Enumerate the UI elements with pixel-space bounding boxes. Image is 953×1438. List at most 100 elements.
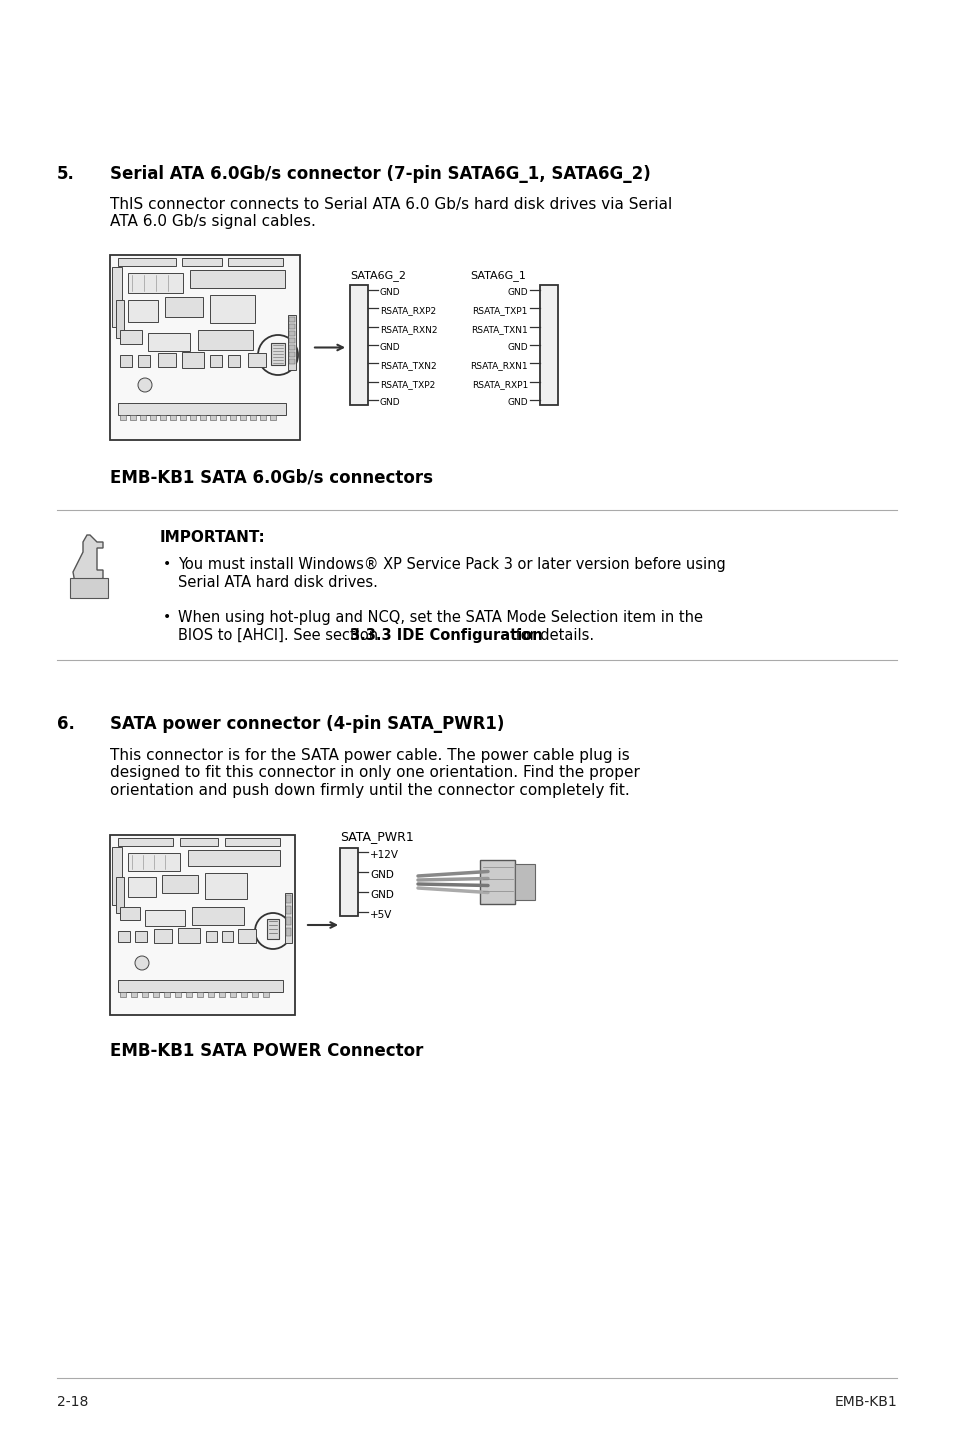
Text: When using hot-plug and NCQ, set the SATA Mode Selection item in the: When using hot-plug and NCQ, set the SAT… [178, 610, 702, 626]
Bar [479, 860, 515, 905]
Bar [288, 315, 295, 370]
Text: 5.: 5. [57, 165, 74, 183]
Bar [150, 416, 156, 420]
Bar [152, 992, 159, 997]
Text: SATA power connector (4-pin SATA_PWR1): SATA power connector (4-pin SATA_PWR1) [110, 715, 504, 733]
Bar [339, 848, 357, 916]
Text: GND: GND [370, 890, 394, 900]
Bar [206, 930, 216, 942]
Circle shape [138, 378, 152, 393]
Bar [228, 257, 283, 266]
Bar [241, 992, 247, 997]
Bar [198, 329, 253, 349]
Text: +12V: +12V [370, 850, 398, 860]
Bar [289, 331, 294, 336]
Bar [118, 838, 172, 846]
Text: for details.: for details. [511, 628, 594, 643]
Bar [116, 877, 124, 913]
Bar [180, 416, 186, 420]
Bar [118, 403, 286, 416]
Bar [145, 910, 185, 926]
Bar [190, 270, 285, 288]
Text: You must install Windows® XP Service Pack 3 or later version before using: You must install Windows® XP Service Pac… [178, 557, 725, 572]
Polygon shape [73, 535, 103, 590]
Bar [188, 850, 280, 866]
Text: SATA6G_2: SATA6G_2 [350, 270, 406, 280]
Bar [116, 301, 124, 338]
Bar [110, 255, 299, 440]
Text: 3.3.3 IDE Configuration: 3.3.3 IDE Configuration [350, 628, 542, 643]
Text: +5V: +5V [370, 910, 392, 920]
Bar [182, 257, 222, 266]
Bar [164, 992, 170, 997]
Bar [200, 416, 206, 420]
Bar [240, 416, 246, 420]
Bar [178, 928, 200, 943]
Bar [350, 285, 368, 406]
Bar [289, 360, 294, 364]
Bar [130, 416, 136, 420]
Text: EMB-KB1 SATA 6.0Gb/s connectors: EMB-KB1 SATA 6.0Gb/s connectors [110, 467, 433, 486]
Text: BIOS to [AHCI]. See section: BIOS to [AHCI]. See section [178, 628, 382, 643]
Bar [192, 907, 244, 925]
Bar [286, 928, 291, 936]
Text: GND: GND [507, 344, 527, 352]
Bar [120, 992, 126, 997]
Bar [210, 416, 215, 420]
Bar [118, 981, 283, 992]
Bar [174, 992, 181, 997]
Bar [270, 416, 275, 420]
Text: EMB-KB1: EMB-KB1 [833, 1395, 896, 1409]
Bar [158, 352, 175, 367]
Text: GND: GND [379, 398, 400, 407]
Bar [219, 992, 225, 997]
Bar [180, 838, 218, 846]
Bar [285, 893, 292, 943]
Bar [515, 864, 535, 900]
Text: EMB-KB1 SATA POWER Connector: EMB-KB1 SATA POWER Connector [110, 1043, 423, 1060]
Bar [120, 907, 140, 920]
Bar [128, 877, 156, 897]
Bar [252, 992, 257, 997]
Bar [128, 273, 183, 293]
Bar [260, 416, 266, 420]
Text: GND: GND [507, 288, 527, 298]
Bar [289, 345, 294, 349]
Bar [230, 992, 235, 997]
Bar [112, 847, 122, 905]
Bar [286, 894, 291, 903]
Bar [230, 416, 235, 420]
Text: 2-18: 2-18 [57, 1395, 89, 1409]
Bar [186, 992, 192, 997]
Bar [182, 352, 204, 368]
Bar [170, 416, 175, 420]
Bar [118, 930, 130, 942]
Bar [190, 416, 195, 420]
Bar [120, 329, 142, 344]
Text: RSATA_RXN2: RSATA_RXN2 [379, 325, 437, 334]
Bar [208, 992, 213, 997]
Text: GND: GND [379, 288, 400, 298]
Text: IMPORTANT:: IMPORTANT: [160, 531, 266, 545]
Bar [220, 416, 226, 420]
Bar [267, 919, 278, 939]
Bar [110, 835, 294, 1015]
Bar [162, 874, 198, 893]
Bar [263, 992, 269, 997]
Bar [205, 873, 247, 899]
Text: RSATA_RXN1: RSATA_RXN1 [470, 361, 527, 371]
Bar [237, 929, 255, 943]
Bar [128, 301, 158, 322]
Text: GND: GND [379, 344, 400, 352]
Text: SATA_PWR1: SATA_PWR1 [339, 830, 414, 843]
Bar [120, 416, 126, 420]
Bar [135, 930, 147, 942]
Bar [539, 285, 558, 406]
Text: Serial ATA 6.0Gb/s connector (7-pin SATA6G_1, SATA6G_2): Serial ATA 6.0Gb/s connector (7-pin SATA… [110, 165, 650, 183]
Text: RSATA_RXP1: RSATA_RXP1 [471, 380, 527, 388]
Bar [196, 992, 203, 997]
Bar [271, 344, 285, 365]
Bar [70, 578, 108, 598]
Bar [131, 992, 137, 997]
Text: GND: GND [507, 398, 527, 407]
